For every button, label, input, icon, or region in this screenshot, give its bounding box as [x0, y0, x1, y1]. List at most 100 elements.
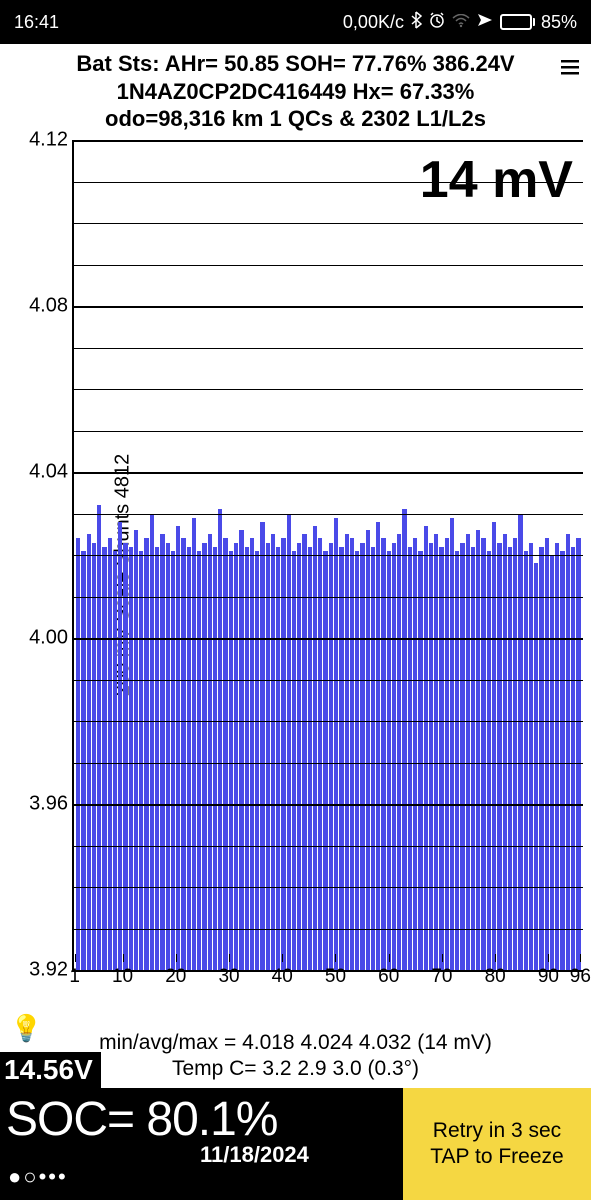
date-text: 11/18/2024 — [200, 1142, 309, 1168]
cell-bar — [276, 547, 280, 970]
x-tick-mark — [335, 954, 336, 962]
cell-bar — [402, 509, 406, 970]
cell-bar — [181, 538, 185, 970]
cell-bar — [255, 551, 259, 970]
x-tick-mark — [123, 954, 124, 962]
cell-bar — [266, 543, 270, 970]
cell-bar — [323, 551, 327, 970]
cell-bar — [455, 551, 459, 970]
cell-bar — [113, 551, 117, 970]
cell-bar — [302, 534, 306, 970]
retry-button[interactable]: Retry in 3 sec TAP to Freeze — [403, 1088, 591, 1200]
y-tick-label: 3.92 — [29, 959, 68, 982]
header-line-2: 1N4AZ0CP2DC416449 Hx= 67.33% — [8, 78, 583, 106]
gridline-minor — [74, 680, 583, 681]
gridline-minor — [74, 514, 583, 515]
gridline-minor — [74, 348, 583, 349]
aux-voltage: 14.56V — [0, 1052, 101, 1088]
cell-bar — [555, 543, 559, 970]
cell-bar — [345, 534, 349, 970]
cell-bar — [439, 547, 443, 970]
cell-bar — [545, 538, 549, 970]
cell-bar — [513, 538, 517, 970]
cell-bar — [218, 509, 222, 970]
cell-bar — [450, 518, 454, 970]
cell-bar — [245, 547, 249, 970]
status-bar: 16:41 0,00K/c 85% — [0, 0, 591, 44]
cell-bar — [287, 514, 291, 971]
cell-bar — [318, 538, 322, 970]
gridline-minor — [74, 763, 583, 764]
x-tick-label: 50 — [325, 966, 346, 988]
cell-bar — [250, 538, 254, 970]
cell-bar — [92, 543, 96, 970]
cell-bar — [492, 522, 496, 970]
x-tick-mark — [75, 954, 76, 962]
data-rate: 0,00K/c — [343, 12, 404, 33]
cell-bar — [223, 538, 227, 970]
cell-bar — [418, 551, 422, 970]
gridline-minor — [74, 223, 583, 224]
cell-bar — [187, 547, 191, 970]
status-right: 0,00K/c 85% — [343, 11, 577, 34]
cell-bar — [408, 547, 412, 970]
cell-bar — [329, 543, 333, 970]
gridline-minor — [74, 597, 583, 598]
wifi-icon — [452, 12, 470, 33]
gridline-minor — [74, 929, 583, 930]
plot-area: 3.923.964.004.044.084.12 — [72, 140, 583, 972]
cell-bar — [539, 547, 543, 970]
x-tick-label: 80 — [485, 966, 506, 988]
cell-bar — [150, 514, 154, 971]
cell-bar — [202, 543, 206, 970]
x-tick-mark — [495, 954, 496, 962]
cell-bar — [376, 522, 380, 970]
menu-icon[interactable] — [559, 56, 581, 85]
gridline-minor — [74, 431, 583, 432]
cell-bar — [497, 543, 501, 970]
cell-bar — [166, 543, 170, 970]
cell-bar — [576, 538, 580, 970]
cell-bar — [524, 551, 528, 970]
gridline-major — [74, 472, 583, 474]
x-tick-mark — [580, 954, 581, 962]
cell-bar — [108, 538, 112, 970]
x-tick-mark — [282, 954, 283, 962]
app-content: Bat Sts: AHr= 50.85 SOH= 77.76% 386.24V … — [0, 44, 591, 1088]
bluetooth-icon — [410, 11, 422, 34]
x-tick-mark — [229, 954, 230, 962]
gridline-minor — [74, 846, 583, 847]
gridline-major — [74, 306, 583, 308]
cell-bar — [387, 551, 391, 970]
gridline-minor — [74, 887, 583, 888]
cell-bar — [97, 505, 101, 970]
cell-bar — [339, 547, 343, 970]
cell-bar — [355, 551, 359, 970]
cell-bar — [87, 534, 91, 970]
cell-bar — [334, 518, 338, 970]
page-dots[interactable]: ●○••• — [8, 1164, 68, 1190]
cell-bar — [118, 522, 122, 970]
cell-bar — [229, 551, 233, 970]
cell-bar — [281, 538, 285, 970]
soc-value: SOC= 80.1% — [6, 1092, 397, 1147]
cell-bar — [260, 522, 264, 970]
cell-bar — [313, 526, 317, 970]
cell-bar — [192, 518, 196, 970]
cell-bar — [460, 543, 464, 970]
x-tick-label: 70 — [431, 966, 452, 988]
x-tick-label: 90 — [538, 966, 559, 988]
cell-bar — [234, 543, 238, 970]
y-tick-label: 4.00 — [29, 627, 68, 650]
x-tick-label: 1 — [69, 966, 80, 988]
cell-bar — [466, 534, 470, 970]
cell-bar — [487, 551, 491, 970]
cell-voltage-chart[interactable]: 200 mV Scale Shunts 4812 3.923.964.004.0… — [0, 140, 591, 1010]
battery-percent: 85% — [541, 12, 577, 33]
cell-bar — [529, 543, 533, 970]
cell-bar — [129, 547, 133, 970]
x-tick-mark — [442, 954, 443, 962]
soc-block: SOC= 80.1% 11/18/2024 ●○••• — [0, 1088, 403, 1200]
x-tick-label: 10 — [112, 966, 133, 988]
cell-bar — [381, 538, 385, 970]
